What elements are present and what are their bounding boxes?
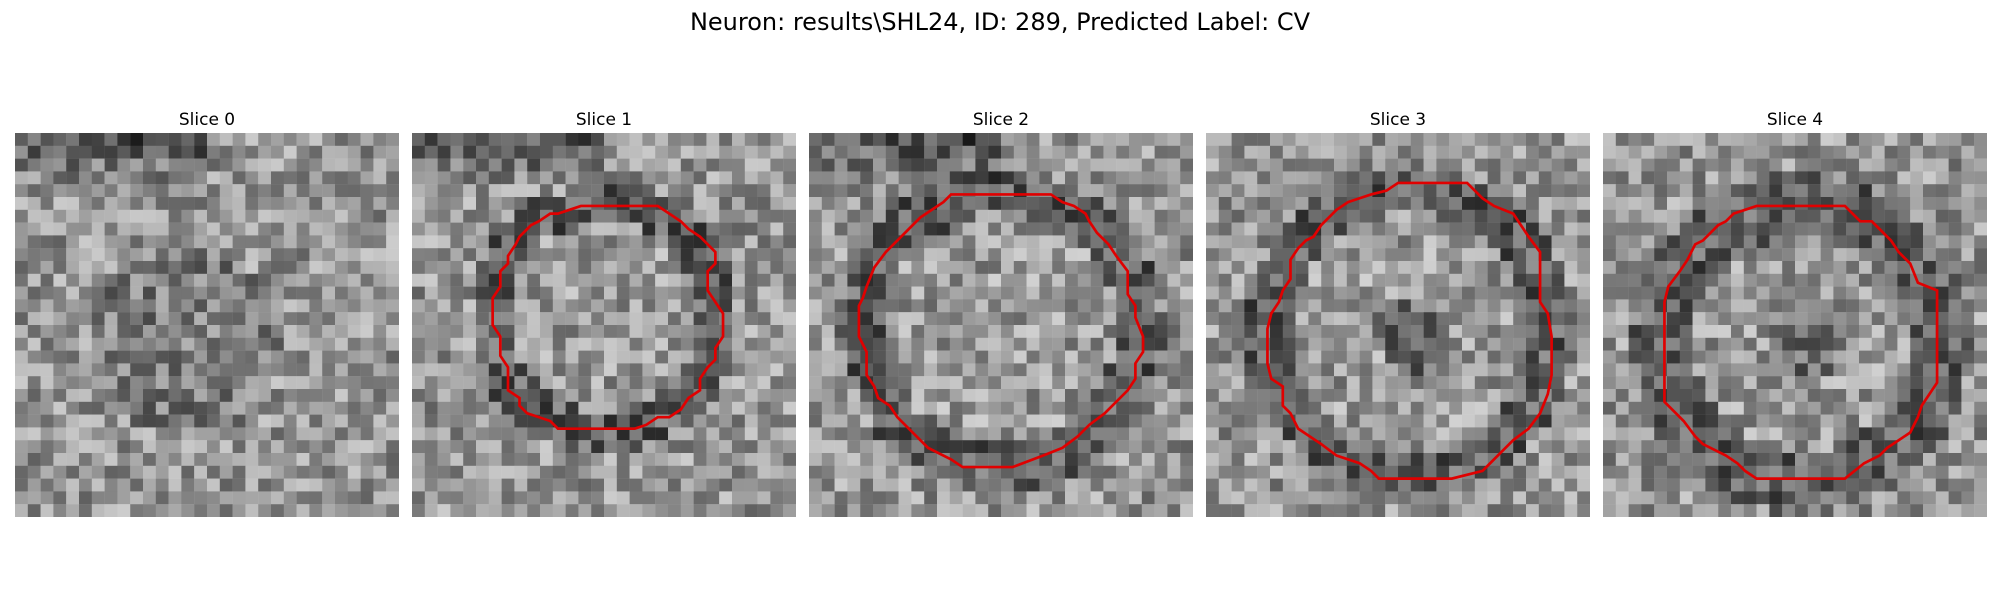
panel-title: Slice 4 bbox=[1766, 110, 1824, 130]
slice-image bbox=[412, 133, 796, 517]
figure-title: Neuron: results\SHL24, ID: 289, Predicte… bbox=[689, 8, 1311, 36]
pixel-grid bbox=[1206, 133, 1590, 517]
slice-image bbox=[15, 133, 399, 517]
panel-title: Slice 2 bbox=[972, 110, 1030, 130]
contour-outline bbox=[857, 193, 1145, 469]
slice-image bbox=[809, 133, 1193, 517]
panel-slice-1: Slice 1 bbox=[412, 110, 796, 520]
panel-title: Slice 3 bbox=[1369, 110, 1427, 130]
panel-slice-4: Slice 4 bbox=[1603, 110, 1987, 520]
contour-outline bbox=[1266, 181, 1553, 480]
pixel-grid bbox=[1603, 133, 1987, 517]
slice-image bbox=[1206, 133, 1590, 517]
panel-slice-0: Slice 0 bbox=[15, 110, 399, 520]
slice-image bbox=[1603, 133, 1987, 517]
panel-slice-3: Slice 3 bbox=[1206, 110, 1590, 520]
pixel-grid bbox=[412, 133, 796, 517]
panel-slice-2: Slice 2 bbox=[809, 110, 1193, 520]
panel-title: Slice 0 bbox=[178, 110, 236, 130]
contour-outline bbox=[491, 204, 725, 431]
panel-title: Slice 1 bbox=[575, 110, 633, 130]
contour-outline bbox=[1663, 204, 1939, 480]
pixel-grid bbox=[809, 133, 1193, 517]
pixel-grid bbox=[15, 133, 399, 517]
